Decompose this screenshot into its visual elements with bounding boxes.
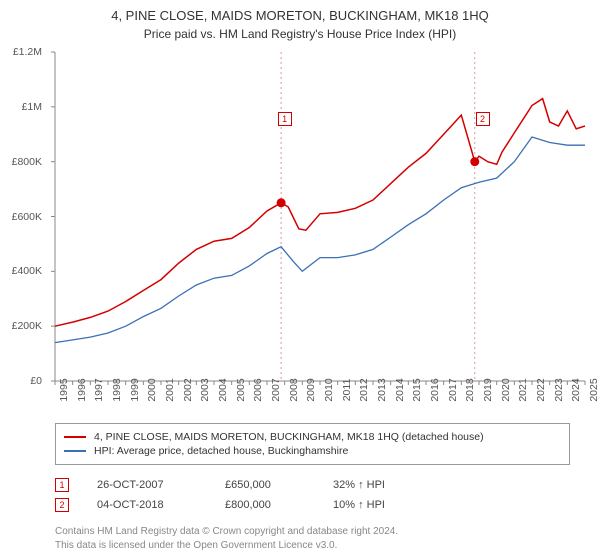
annotation-price: £800,000 xyxy=(225,499,305,511)
x-tick-label: 2018 xyxy=(464,378,476,401)
x-tick-label: 2012 xyxy=(358,378,370,401)
chart-title: 4, PINE CLOSE, MAIDS MORETON, BUCKINGHAM… xyxy=(0,0,600,23)
annotation-date: 04-OCT-2018 xyxy=(97,499,197,511)
x-tick-label: 2008 xyxy=(288,378,300,401)
x-tick-label: 2016 xyxy=(429,378,441,401)
chart-container: £0 £200K £400K £600K £800K £1M £1.2M 1995 1996 19… xyxy=(0,47,600,417)
legend-swatch xyxy=(64,450,86,452)
x-tick-label: 2006 xyxy=(252,378,264,401)
annotation-price: £650,000 xyxy=(225,479,305,491)
x-tick-label: 2025 xyxy=(588,378,600,401)
x-tick-label: 2021 xyxy=(517,378,529,401)
marker-dot xyxy=(277,198,286,207)
x-tick-label: 1999 xyxy=(129,378,141,401)
x-tick-label: 2022 xyxy=(535,378,547,401)
footer-attribution: Contains HM Land Registry data © Crown c… xyxy=(55,525,570,552)
footer-line-1: Contains HM Land Registry data © Crown c… xyxy=(55,525,570,539)
y-tick-label: £800K xyxy=(12,156,42,168)
y-tick-label: £600K xyxy=(12,211,42,223)
y-tick-label: £1.2M xyxy=(13,46,42,58)
x-tick-label: 1996 xyxy=(76,378,88,401)
x-tick-label: 2024 xyxy=(570,378,582,401)
x-tick-label: 1998 xyxy=(111,378,123,401)
x-tick-label: 2013 xyxy=(376,378,388,401)
x-tick-label: 1997 xyxy=(93,378,105,401)
x-tick-label: 2000 xyxy=(146,378,158,401)
legend-row: 4, PINE CLOSE, MAIDS MORETON, BUCKINGHAM… xyxy=(64,430,561,444)
y-tick-label: £1M xyxy=(22,101,42,113)
x-tick-label: 2001 xyxy=(164,378,176,401)
x-tick-label: 2014 xyxy=(394,378,406,401)
legend-label: HPI: Average price, detached house, Buck… xyxy=(94,445,348,457)
x-tick-label: 1995 xyxy=(58,378,70,401)
annotation-row: 1 26-OCT-2007 £650,000 32% ↑ HPI xyxy=(55,475,570,495)
series-hpi xyxy=(55,137,585,343)
x-tick-label: 2017 xyxy=(447,378,459,401)
marker-dot xyxy=(470,157,479,166)
series-property xyxy=(55,99,585,327)
annotation-delta: 10% ↑ HPI xyxy=(333,499,385,511)
x-tick-label: 2011 xyxy=(341,379,353,402)
annotations-table: 1 26-OCT-2007 £650,000 32% ↑ HPI 2 04-OCT-201… xyxy=(55,475,570,515)
chart-subtitle: Price paid vs. HM Land Registry's House … xyxy=(0,23,600,47)
x-tick-label: 2020 xyxy=(500,378,512,401)
annotation-date: 26-OCT-2007 xyxy=(97,479,197,491)
legend-label: 4, PINE CLOSE, MAIDS MORETON, BUCKINGHAM… xyxy=(94,431,484,443)
annotation-id-box: 1 xyxy=(55,478,69,492)
legend-swatch xyxy=(64,436,86,438)
x-tick-label: 2023 xyxy=(553,378,565,401)
marker-label-2: 2 xyxy=(476,112,490,126)
footer-line-2: This data is licensed under the Open Gov… xyxy=(55,539,570,553)
y-tick-label: £0 xyxy=(30,375,42,387)
y-tick-label: £400K xyxy=(12,265,42,277)
annotation-id-box: 2 xyxy=(55,498,69,512)
x-tick-label: 2019 xyxy=(482,378,494,401)
x-tick-label: 2015 xyxy=(411,378,423,401)
annotation-delta: 32% ↑ HPI xyxy=(333,479,385,491)
legend: 4, PINE CLOSE, MAIDS MORETON, BUCKINGHAM… xyxy=(55,423,570,465)
x-tick-label: 2005 xyxy=(235,378,247,401)
annotation-row: 2 04-OCT-2018 £800,000 10% ↑ HPI xyxy=(55,495,570,515)
x-tick-label: 2004 xyxy=(217,378,229,401)
x-tick-label: 2007 xyxy=(270,378,282,401)
y-tick-label: £200K xyxy=(12,320,42,332)
x-tick-label: 2009 xyxy=(305,378,317,401)
price-chart xyxy=(0,47,600,417)
x-tick-label: 2003 xyxy=(199,378,211,401)
legend-row: HPI: Average price, detached house, Buck… xyxy=(64,444,561,458)
x-tick-label: 2002 xyxy=(182,378,194,401)
marker-label-1: 1 xyxy=(278,112,292,126)
x-tick-label: 2010 xyxy=(323,378,335,401)
